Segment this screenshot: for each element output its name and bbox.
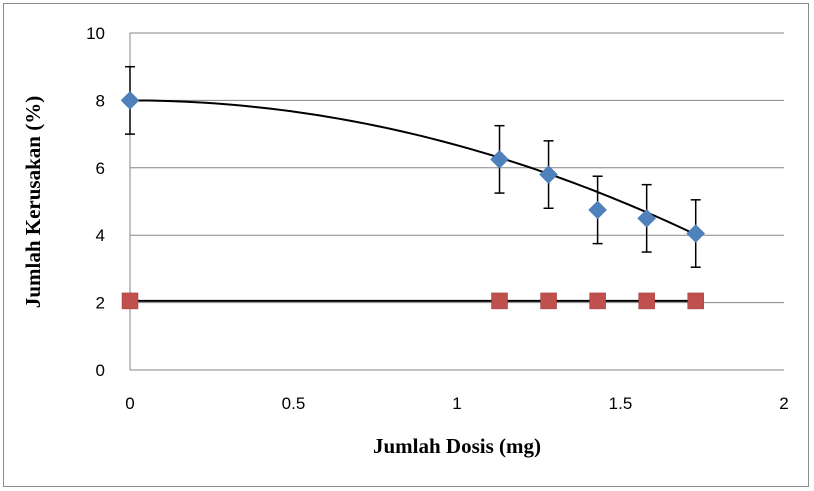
x-tick-label: 0	[125, 394, 134, 413]
gridlines	[130, 32, 784, 304]
data-point-diamond	[120, 91, 140, 110]
tick-labels: 0 2 4 6 8 10 0 0.5 1 1.5 2	[86, 24, 789, 413]
data-point-diamond	[686, 224, 706, 243]
data-points	[120, 91, 706, 310]
data-point-diamond	[539, 165, 558, 184]
data-point-square	[589, 292, 606, 310]
trendlines	[129, 99, 697, 302]
data-point-square	[491, 292, 508, 310]
x-axis-title: Jumlah Dosis (mg)	[373, 434, 541, 458]
x-tick-label: 1.5	[609, 394, 633, 413]
data-point-square	[540, 292, 557, 310]
data-point-square	[638, 292, 655, 310]
y-tick-label: 10	[86, 24, 105, 43]
x-tick-label: 2	[779, 394, 788, 413]
y-tick-label: 6	[96, 159, 105, 178]
data-point-diamond	[490, 150, 509, 169]
data-point-square	[687, 292, 704, 310]
y-tick-label: 2	[96, 294, 105, 313]
y-axis-title: Jumlah Kerusakan (%)	[21, 96, 45, 308]
data-point-square	[121, 292, 139, 310]
y-tick-label: 4	[96, 226, 105, 245]
error-bars	[125, 65, 701, 268]
y-tick-label: 0	[96, 361, 105, 380]
x-tick-label: 0.5	[282, 394, 306, 413]
x-tick-label: 1	[452, 394, 461, 413]
y-tick-label: 8	[96, 91, 105, 110]
data-point-diamond	[637, 208, 657, 228]
trendline-series-1	[129, 99, 697, 236]
chart-frame	[3, 3, 809, 487]
data-point-diamond	[588, 200, 607, 220]
axes	[129, 33, 784, 371]
